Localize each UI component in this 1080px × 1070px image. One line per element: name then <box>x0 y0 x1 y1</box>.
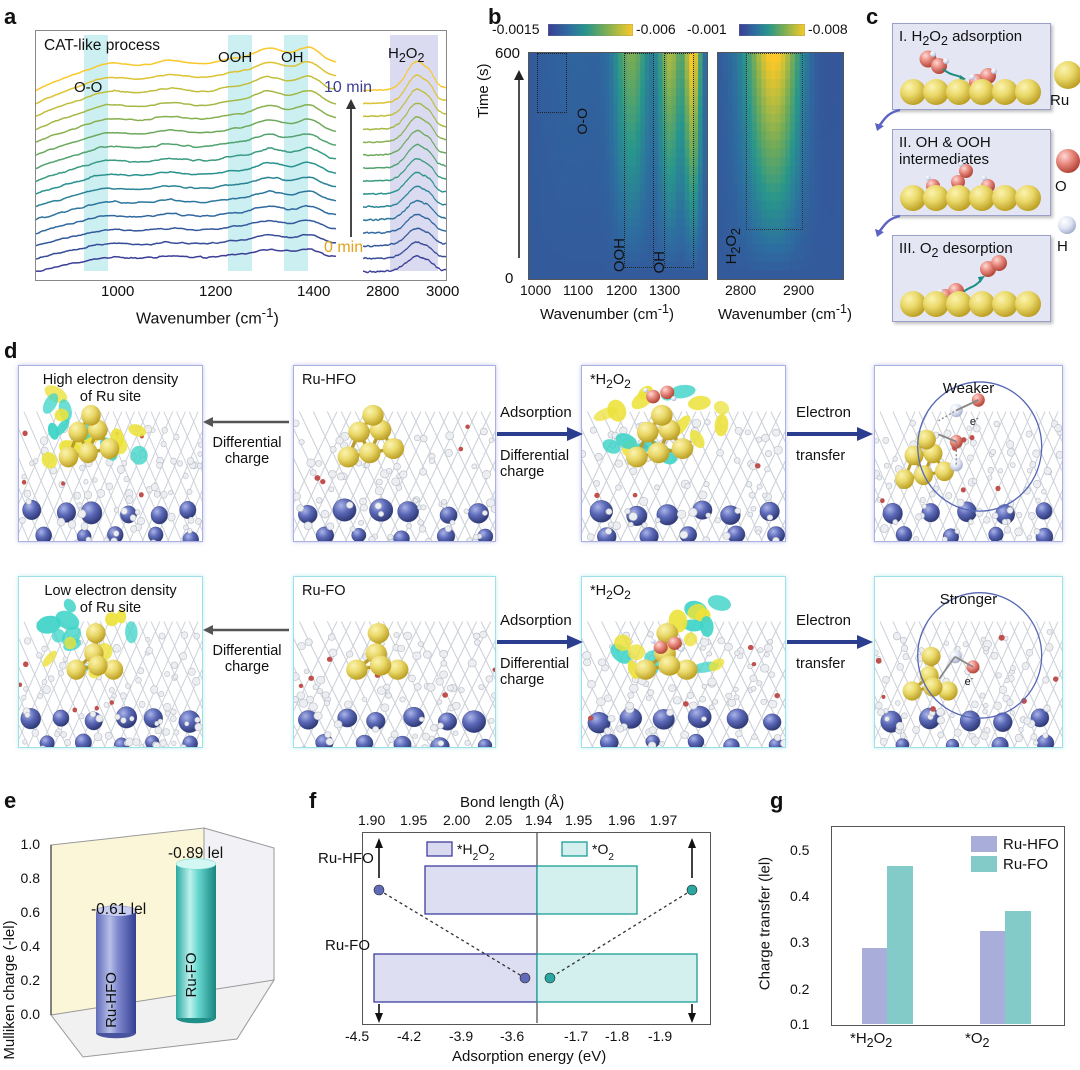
svg-text:e-: e- <box>965 674 974 689</box>
svg-text:*H2O2: *H2O2 <box>457 841 495 863</box>
svg-text:1.0: 1.0 <box>21 836 41 852</box>
svg-text:0.4: 0.4 <box>21 938 41 954</box>
svg-text:-0.61 lel: -0.61 lel <box>91 901 146 918</box>
svg-text:0.2: 0.2 <box>21 972 41 988</box>
svg-text:0.0: 0.0 <box>21 1006 41 1022</box>
svg-text:Ru-HFO: Ru-HFO <box>1003 836 1059 853</box>
svg-text:Ru-HFO: Ru-HFO <box>103 972 120 1028</box>
svg-text:Ru-FO: Ru-FO <box>1003 856 1048 873</box>
svg-text:0.6: 0.6 <box>21 904 41 920</box>
svg-text:-0.89 lel: -0.89 lel <box>168 845 223 862</box>
svg-text:*O2: *O2 <box>592 841 614 863</box>
svg-text:0.8: 0.8 <box>21 870 41 886</box>
svg-text:Mulliken charge (-lel): Mulliken charge (-lel) <box>1 920 18 1059</box>
svg-text:Ru-FO: Ru-FO <box>183 953 200 998</box>
